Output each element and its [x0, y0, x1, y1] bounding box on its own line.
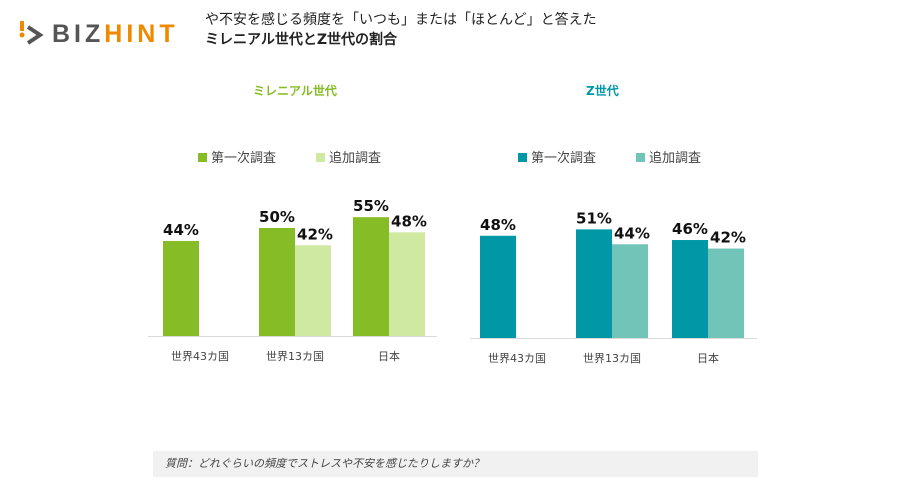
data-label: 44% [163, 221, 199, 239]
bar [576, 229, 612, 338]
legend-item: 第一次調査 [198, 147, 276, 166]
chart-title: や不安を感じる頻度を「いつも」または「ほとんど」と答えた ミレニアル世代とZ世代… [205, 10, 625, 50]
x-tick-label: 世界43カ国 [488, 352, 546, 365]
bar [353, 217, 389, 336]
legend-item: 第一次調査 [518, 147, 596, 166]
bizhint-logo: BIZ HINT [18, 20, 179, 49]
logo-text-hint: HINT [104, 20, 179, 48]
data-label: 46% [672, 220, 708, 238]
bar [480, 235, 516, 338]
x-tick-label: 世界13カ国 [266, 350, 324, 363]
x-tick-label: 日本 [697, 351, 719, 365]
data-label: 42% [710, 229, 746, 247]
legend-label: 追加調査 [329, 151, 382, 166]
data-label: 42% [297, 225, 333, 243]
title-line2: ミレニアル世代とZ世代の割合 [205, 32, 398, 48]
legend-item: 追加調査 [316, 147, 381, 166]
legend-swatch [518, 153, 527, 162]
data-label: 50% [259, 208, 295, 226]
legend-swatch [316, 153, 326, 162]
legend-label: 第一次調査 [211, 151, 277, 166]
millennial-legend: 第一次調査 追加調査 [198, 147, 381, 166]
data-label: 55% [353, 197, 389, 215]
millennial-subtitle: ミレニアル世代 [253, 84, 337, 98]
data-label: 48% [391, 212, 427, 230]
title-line1: や不安を感じる頻度を「いつも」または「ほとんど」と答えた [205, 12, 597, 28]
bar [295, 245, 331, 336]
bar [612, 244, 648, 338]
legend-item: 追加調査 [636, 147, 701, 166]
legend-label: 追加調査 [649, 151, 702, 166]
x-tick-label: 世界43カ国 [171, 350, 229, 363]
bar [672, 240, 708, 338]
question-note: 質問：どれぐらいの頻度でストレスや不安を感じたりしますか？ [153, 451, 758, 477]
bar [259, 228, 295, 336]
legend-swatch [198, 153, 207, 162]
bar [708, 248, 744, 338]
legend-label: 第一次調査 [531, 151, 597, 166]
x-tick-label: 世界13カ国 [583, 352, 641, 365]
data-label: 51% [576, 209, 612, 227]
x-tick-label: 日本 [378, 349, 400, 363]
logo-text-biz: BIZ [52, 20, 105, 48]
genz-legend: 第一次調査 追加調査 [518, 147, 701, 166]
bar [163, 240, 199, 336]
logo-icon [19, 20, 44, 45]
legend-swatch [636, 153, 646, 162]
bar [389, 232, 425, 336]
genz-subtitle: Z世代 [586, 84, 619, 98]
data-label: 48% [480, 216, 516, 234]
data-label: 44% [614, 224, 650, 242]
